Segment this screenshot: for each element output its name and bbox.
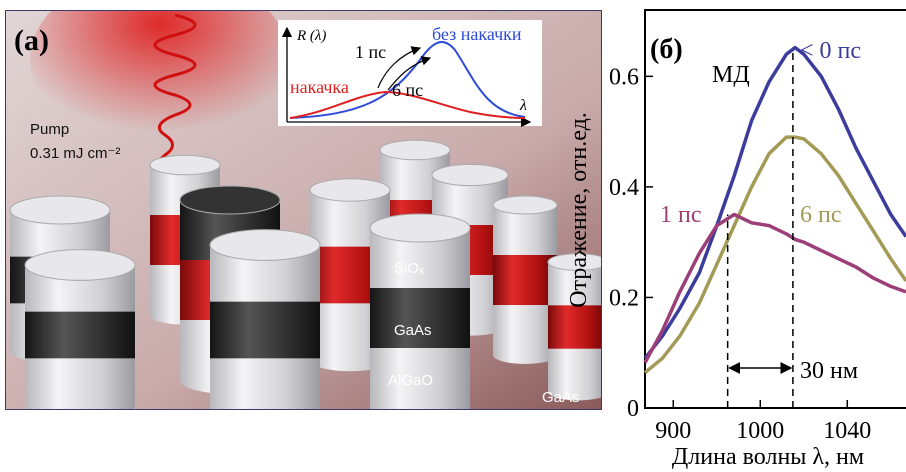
inset-y-label: R (λ) [296, 28, 326, 44]
pillar-layer [548, 305, 602, 350]
inset-unpumped-curve [289, 41, 526, 119]
pillar-top [369, 213, 471, 243]
inset-arrow-2 [387, 56, 432, 91]
series-line [643, 212, 906, 364]
x-tick-label: 1000 [736, 418, 784, 444]
pillar-top [309, 178, 391, 202]
series-line [643, 135, 906, 374]
pillar-layer [493, 255, 557, 306]
fluence-label: 0.31 mJ cm⁻² [30, 145, 120, 162]
pillar-top [209, 229, 321, 261]
pillar-top [492, 195, 558, 215]
pillar [369, 213, 471, 410]
pillar-bottom [25, 389, 135, 410]
pillar-top [179, 185, 281, 215]
annotation: МД [712, 62, 750, 88]
inset-unpumped-label: без накачки [432, 24, 522, 44]
inset-t2: 6 пс [392, 80, 423, 100]
inset-arrow-1 [377, 46, 422, 89]
pillar-top [379, 139, 451, 161]
inset-pumped-label: накачка [290, 77, 349, 97]
series-line [643, 45, 906, 360]
pillar-layer [370, 288, 470, 349]
pillar [24, 249, 136, 410]
pillar-layer [210, 301, 320, 360]
layer-label: SiOₓ [394, 260, 424, 277]
pillar-top [149, 154, 221, 176]
x-axis-title: Длина волны λ, нм [672, 444, 864, 470]
y-tick-label: 0.4 [609, 175, 639, 201]
inset-t1: 1 пс [355, 42, 386, 62]
pump-wave [153, 13, 197, 225]
inset-pumped-curve [289, 90, 526, 119]
pillar-bottom [370, 394, 470, 410]
y-tick-label: 0.2 [609, 285, 639, 311]
pillar-bottom [493, 346, 557, 364]
pump-label: Pump [30, 121, 69, 138]
illustration: (a) Pump 0.31 mJ cm⁻² R (λ) λ без накачк… [5, 10, 602, 410]
inset: R (λ) λ без накачки накачка 1 пс 6 пс [278, 20, 542, 128]
y-axis-title: Отражение, отн.ед. [566, 112, 592, 308]
pillar-bottom [212, 399, 318, 410]
annotation: 30 нм [800, 358, 858, 384]
pillar-top [9, 195, 111, 225]
series-label: 6 пс [800, 202, 842, 228]
plot-frame [644, 9, 906, 409]
series-label: 1 пс [660, 202, 702, 228]
pillar-layer [25, 311, 135, 360]
panel-label: (a) [14, 24, 49, 57]
pillar-bottom [548, 383, 602, 401]
panel-label: (б) [650, 34, 683, 65]
y-tick-label: 0 [627, 396, 639, 422]
pillar [209, 229, 321, 410]
chart: (б) МД < 0 пс 6 пс 1 пс 30 нм Длина волн… [566, 9, 906, 470]
layer-label: GaAs [394, 322, 432, 339]
layer-label: AlGaO [388, 372, 433, 389]
x-tick-label: 900 [655, 418, 691, 444]
pillar-top [547, 253, 602, 271]
pillar [492, 195, 558, 364]
substrate-label: GaAs [542, 389, 580, 406]
pillar-top [24, 249, 136, 281]
y-tick-label: 0.6 [609, 64, 639, 90]
pillar [547, 253, 602, 401]
inset-x-label: λ [519, 97, 527, 114]
pillar-top [431, 163, 509, 187]
x-tick-label: 1040 [823, 418, 871, 444]
